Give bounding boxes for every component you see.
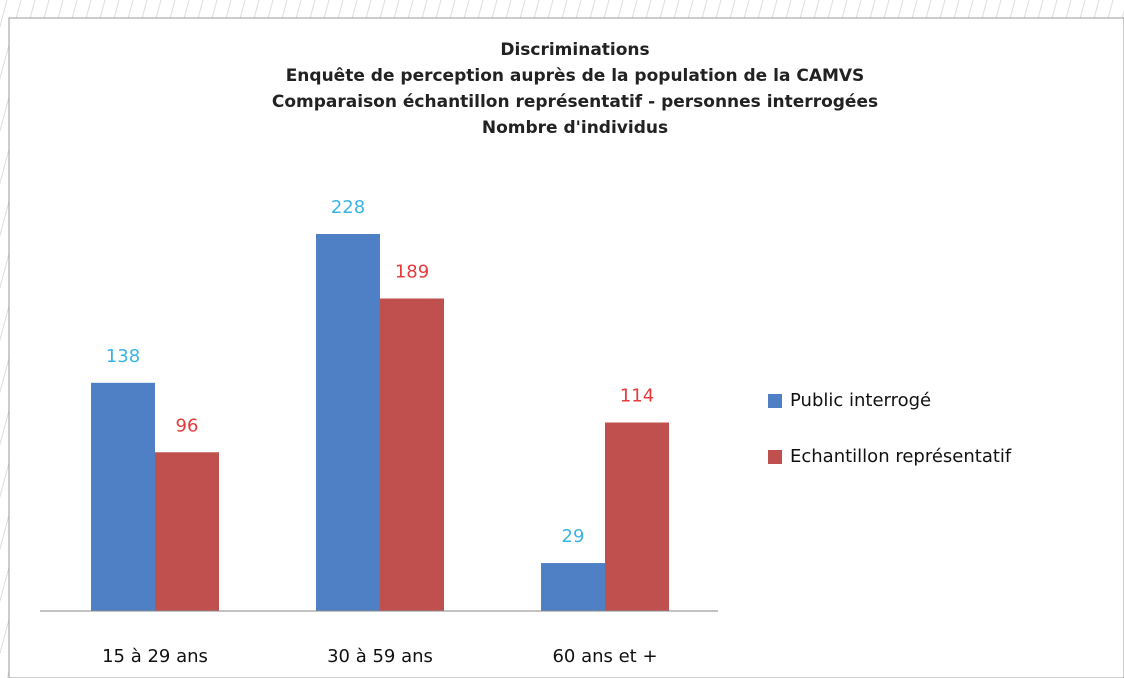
data-label: 29 (562, 526, 585, 547)
data-label: 96 (176, 415, 199, 436)
chart-title: Comparaison échantillon représentatif - … (272, 92, 878, 112)
data-label: 228 (331, 197, 365, 218)
x-tick-label: 30 à 59 ans (327, 646, 433, 667)
chart-title: Discriminations (500, 40, 649, 60)
bar (605, 422, 669, 611)
legend-label: Echantillon représentatif (790, 446, 1012, 467)
x-tick-label: 60 ans et + (552, 646, 657, 667)
bar (541, 563, 605, 611)
bar (155, 452, 219, 611)
data-label: 114 (620, 386, 654, 407)
data-label: 189 (395, 261, 429, 282)
legend-swatch (768, 450, 782, 464)
bar (380, 298, 444, 611)
chart-title: Enquête de perception auprès de la popul… (286, 66, 865, 86)
bar (91, 382, 155, 611)
legend-swatch (768, 394, 782, 408)
bar (316, 234, 380, 611)
legend-label: Public interrogé (790, 390, 931, 411)
x-tick-label: 15 à 29 ans (102, 646, 208, 667)
chart-title: Nombre d'individus (482, 118, 668, 138)
data-label: 138 (106, 346, 140, 367)
